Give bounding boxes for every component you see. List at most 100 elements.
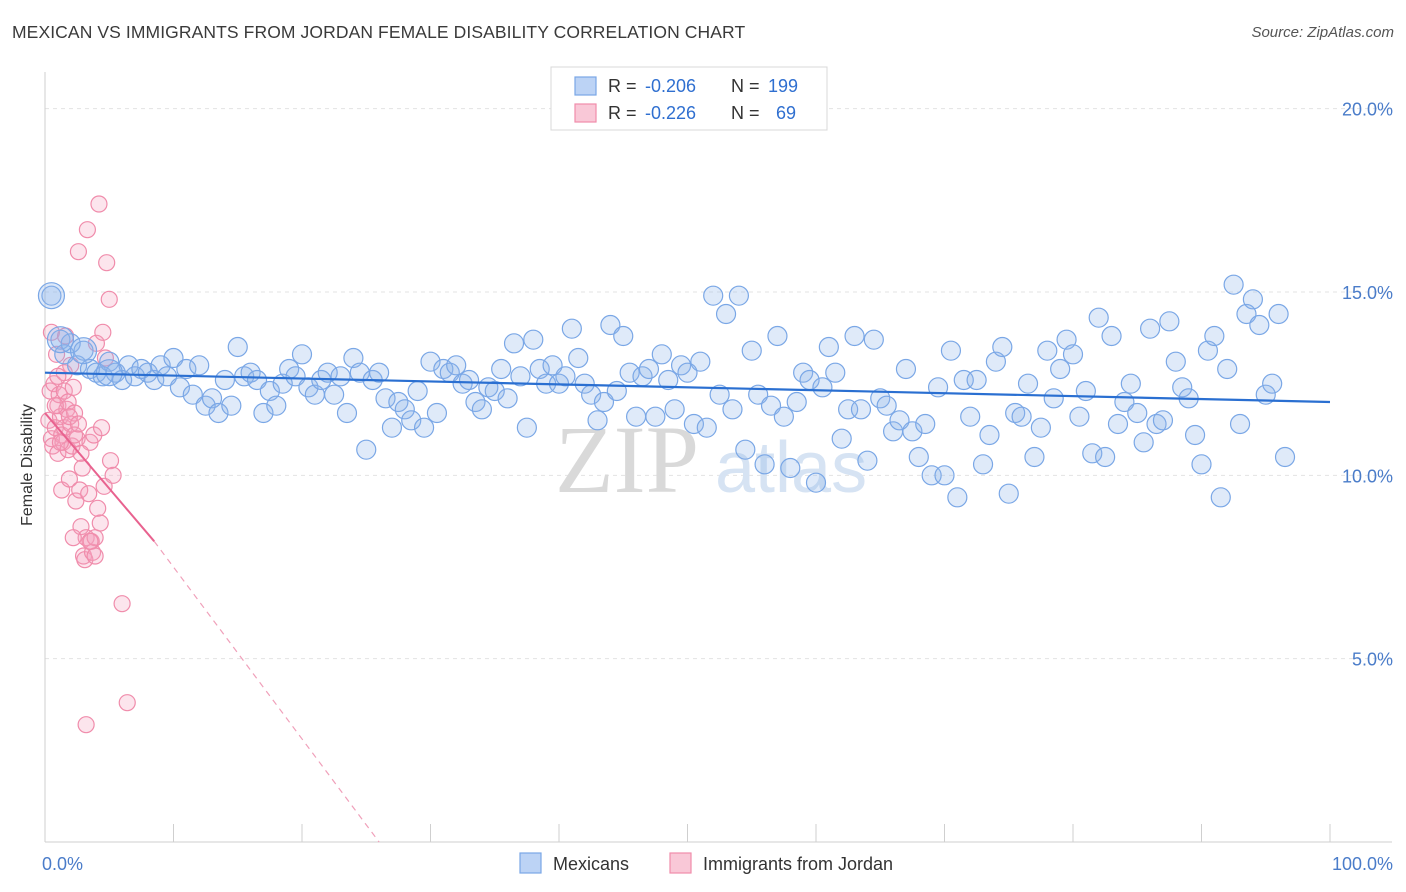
jordan-point <box>94 323 112 341</box>
mexicans-point <box>895 358 917 380</box>
jordan-point <box>118 694 136 712</box>
mexicans-point <box>1017 373 1039 394</box>
bottom-legend-mexicans: Mexicans <box>553 854 629 874</box>
mexicans-point <box>664 399 685 420</box>
jordan-point <box>78 221 97 239</box>
mexicans-point <box>317 362 338 383</box>
mexicans-point <box>413 417 435 438</box>
mexicans-point <box>484 380 505 402</box>
mexicans-point <box>189 355 210 376</box>
bottom-legend-swatch-mexicans <box>519 852 542 874</box>
jordan-point <box>90 195 108 213</box>
mexicans-point <box>369 362 390 383</box>
jordan-point <box>73 459 91 477</box>
mexicans-point <box>99 351 120 372</box>
mexicans-point <box>426 402 448 424</box>
mexicans-point <box>645 406 666 427</box>
mexicans-point <box>593 391 615 413</box>
mexicans-point <box>246 369 268 391</box>
legend-swatch-mexicans <box>574 76 597 96</box>
jordan-point <box>86 547 104 565</box>
mexicans-point <box>735 439 756 460</box>
mexicans-point <box>330 366 351 387</box>
mexicans-point <box>208 402 229 424</box>
mexicans-point <box>561 318 582 339</box>
jordan-point <box>65 426 84 444</box>
mexicans-point <box>1005 402 1026 424</box>
mexicans-point <box>471 399 492 420</box>
mexicans-point <box>683 413 705 435</box>
mexicans-point <box>600 314 621 336</box>
mexicans-point <box>780 457 801 479</box>
mexicans-point <box>1217 358 1238 380</box>
mexicans-trend-line <box>44 371 1331 404</box>
y-tick-label: 20.0% <box>1342 100 1393 120</box>
mexicans-point <box>1043 388 1064 409</box>
x-tick-label-max: 100.0% <box>1332 854 1393 874</box>
mexicans-point <box>214 369 235 391</box>
chart-title: MEXICAN VS IMMIGRANTS FROM JORDAN FEMALE… <box>12 22 746 42</box>
mexicans-point <box>1165 351 1186 372</box>
mexicans-point <box>715 303 737 325</box>
mexicans-point <box>966 369 987 391</box>
mexicans-point <box>1229 413 1251 435</box>
mexicans-point <box>227 336 248 358</box>
mexicans-point <box>324 384 345 405</box>
mexicans-point <box>1101 325 1122 347</box>
mexicans-point <box>992 336 1013 358</box>
mexicans-point <box>1024 446 1045 468</box>
mexicans-point <box>690 351 711 372</box>
mexicans-point <box>934 465 955 486</box>
mexicans-point <box>163 347 184 369</box>
mexicans-point <box>1139 318 1161 339</box>
jordan-point <box>64 529 82 547</box>
grid-lines <box>45 108 1392 660</box>
mexicans-point <box>857 450 878 471</box>
jordan-point <box>113 595 131 613</box>
axes: 5.0% 10.0% 15.0% 20.0% 0.0% 100.0% <box>42 72 1393 874</box>
mexicans-point <box>381 417 403 438</box>
mexicans-point <box>876 395 897 416</box>
mexicans-point <box>176 358 197 380</box>
mexicans-point <box>831 428 852 449</box>
legend-n-value-1: 199 <box>768 76 798 96</box>
mexicans-point <box>491 358 512 380</box>
jordan-point <box>100 290 118 308</box>
mexicans-point <box>658 369 679 391</box>
mexicans-point <box>703 285 724 306</box>
jordan-point <box>49 444 67 462</box>
mexicans-point <box>510 366 531 387</box>
mexicans-point <box>1088 307 1109 328</box>
watermark: ZIP atlas <box>555 406 867 513</box>
mexicans-point-large <box>69 337 98 365</box>
mexicans-point <box>1082 443 1103 464</box>
jordan-point <box>51 433 70 451</box>
mexicans-point <box>760 395 782 416</box>
mexicans-point <box>1037 340 1058 361</box>
mexicans-point <box>182 384 203 405</box>
mexicans-point <box>587 410 608 431</box>
y-axis-label: Female Disability <box>19 404 36 526</box>
jordan-point <box>64 378 82 396</box>
mexicans-point <box>446 355 467 376</box>
mexicans-point-large <box>95 359 123 387</box>
mexicans-point <box>915 413 936 435</box>
y-tick-label: 10.0% <box>1342 466 1393 486</box>
mexicans-point-large <box>37 282 66 310</box>
mexicans-point <box>542 355 563 376</box>
jordan-point <box>69 415 88 433</box>
mexicans-point <box>1127 402 1148 424</box>
mexicans-point <box>651 344 672 365</box>
mexicans-point <box>786 391 807 413</box>
mexicans-point <box>606 380 627 402</box>
legend-n-label-1: N = <box>731 76 760 96</box>
mexicans-point <box>1268 303 1289 325</box>
jordan-point <box>46 397 64 415</box>
bottom-legend: Mexicans Immigrants from Jordan <box>519 852 893 874</box>
trend-lines <box>44 371 1331 843</box>
mexicans-point <box>1050 358 1071 380</box>
y-tick-label: 5.0% <box>1352 650 1393 670</box>
mexicans-point <box>709 384 730 405</box>
mexicans-point <box>394 399 415 420</box>
